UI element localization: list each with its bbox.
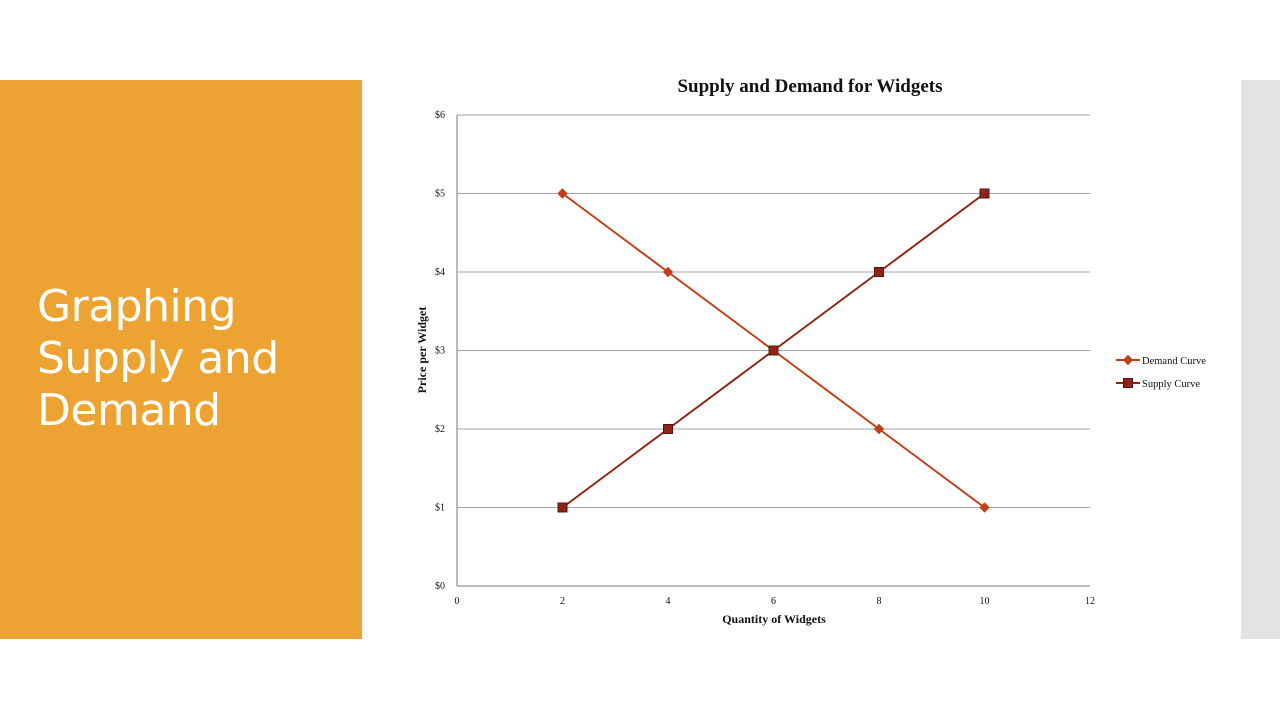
- legend: Demand Curve Supply Curve: [1116, 354, 1206, 390]
- data-point: [557, 188, 568, 199]
- slide-title: Graphing Supply and Demand: [37, 281, 279, 436]
- y-tick-label: $0: [435, 581, 445, 592]
- x-axis-label: Quantity of Widgets: [722, 612, 826, 626]
- legend-marker: [1122, 354, 1134, 366]
- y-tick-label: $6: [435, 110, 445, 121]
- y-axis-label: Price per Widget: [415, 307, 429, 394]
- chart-title: Supply and Demand for Widgets: [677, 76, 942, 97]
- data-point: [979, 188, 990, 199]
- y-tick-label: $4: [435, 267, 445, 278]
- data-point: [873, 423, 885, 435]
- data-point: [768, 345, 779, 356]
- data-point: [979, 502, 990, 513]
- legend-label: Demand Curve: [1142, 356, 1206, 367]
- legend-entry: Demand Curve: [1116, 354, 1206, 367]
- side-strip: [1241, 80, 1280, 639]
- x-tick-label: 4: [666, 596, 671, 607]
- y-tick-label: $1: [435, 503, 445, 514]
- data-point: [557, 502, 568, 513]
- x-tick-label: 2: [560, 596, 565, 607]
- x-tick-label: 6: [771, 596, 776, 607]
- legend-label: Supply Curve: [1142, 379, 1200, 390]
- axes: $0 $1 $2 $3 $4 $5 $6 0 2 4 6 8 10 12: [435, 110, 1095, 607]
- legend-entry: Supply Curve: [1116, 378, 1200, 390]
- series: [557, 188, 990, 513]
- x-tick-label: 0: [455, 596, 460, 607]
- title-panel: [0, 80, 362, 639]
- legend-marker: [1123, 378, 1133, 388]
- y-tick-label: $5: [435, 189, 445, 200]
- x-tick-label: 8: [877, 596, 882, 607]
- supply-demand-chart: Supply and Demand for Widgets $0 $1 $2 $3 $4…: [415, 76, 1206, 626]
- data-point: [663, 424, 673, 434]
- x-tick-label: 12: [1085, 596, 1095, 607]
- supply-curve-series: [557, 188, 990, 513]
- x-tick-label: 10: [980, 596, 990, 607]
- data-point: [874, 267, 884, 277]
- y-tick-label: $2: [435, 424, 445, 435]
- y-tick-label: $3: [435, 346, 445, 357]
- data-point: [662, 266, 674, 278]
